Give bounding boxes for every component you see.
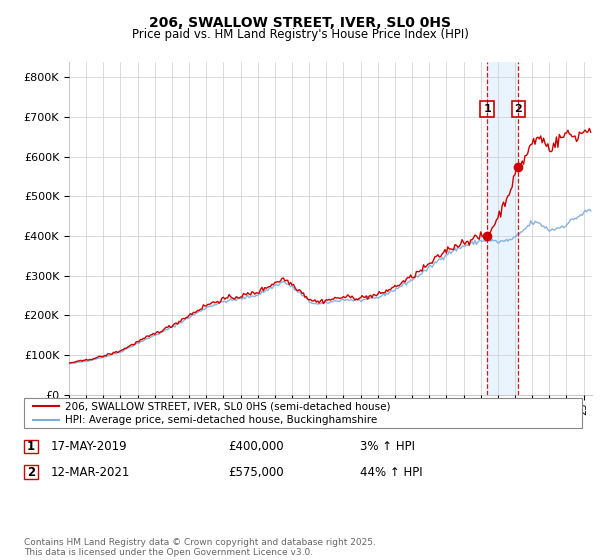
- Text: 2: 2: [27, 465, 35, 479]
- Text: 2: 2: [514, 104, 522, 114]
- Text: Price paid vs. HM Land Registry's House Price Index (HPI): Price paid vs. HM Land Registry's House …: [131, 28, 469, 41]
- Text: £400,000: £400,000: [228, 440, 284, 453]
- Text: 1: 1: [483, 104, 491, 114]
- Text: Contains HM Land Registry data © Crown copyright and database right 2025.
This d: Contains HM Land Registry data © Crown c…: [24, 538, 376, 557]
- Text: 206, SWALLOW STREET, IVER, SL0 0HS: 206, SWALLOW STREET, IVER, SL0 0HS: [149, 16, 451, 30]
- Text: HPI: Average price, semi-detached house, Buckinghamshire: HPI: Average price, semi-detached house,…: [65, 415, 377, 425]
- Text: 44% ↑ HPI: 44% ↑ HPI: [360, 465, 422, 479]
- Text: 17-MAY-2019: 17-MAY-2019: [51, 440, 128, 453]
- Text: £575,000: £575,000: [228, 465, 284, 479]
- Text: 206, SWALLOW STREET, IVER, SL0 0HS (semi-detached house): 206, SWALLOW STREET, IVER, SL0 0HS (semi…: [65, 401, 391, 411]
- Text: 12-MAR-2021: 12-MAR-2021: [51, 465, 130, 479]
- Bar: [487, 62, 518, 395]
- Text: 1: 1: [27, 440, 35, 453]
- Text: 3% ↑ HPI: 3% ↑ HPI: [360, 440, 415, 453]
